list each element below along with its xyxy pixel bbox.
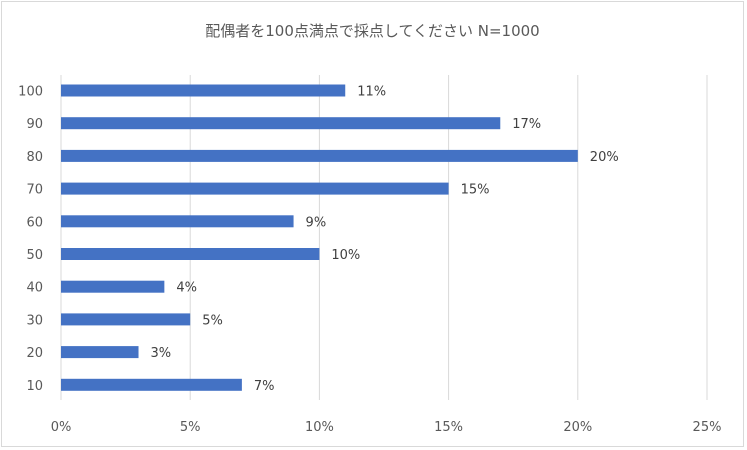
x-tick-label: 10% xyxy=(305,420,334,435)
data-label: 4% xyxy=(176,281,197,296)
bar-60 xyxy=(61,215,294,228)
bar-90 xyxy=(61,117,501,130)
data-label: 15% xyxy=(461,183,490,198)
labels: 0% 5% 10% 15% 20% 25% 100 11% 90 17% 80 20% 70 15% 60 9… xyxy=(18,85,721,436)
category-label: 80 xyxy=(26,150,43,165)
category-label: 100 xyxy=(18,85,43,100)
bar-50 xyxy=(61,248,320,260)
data-label: 3% xyxy=(151,346,172,361)
x-tick-label: 15% xyxy=(434,420,463,435)
category-label: 20 xyxy=(26,346,43,361)
category-label: 60 xyxy=(26,215,43,230)
category-label: 10 xyxy=(26,379,43,394)
x-tick-label: 25% xyxy=(693,420,722,435)
category-label: 70 xyxy=(26,183,43,198)
category-label: 50 xyxy=(26,248,43,263)
x-tick-label: 5% xyxy=(180,420,201,435)
bar-30 xyxy=(61,313,191,326)
data-label: 5% xyxy=(202,313,223,328)
x-tick-label: 20% xyxy=(563,420,592,435)
bar-20 xyxy=(61,346,139,359)
bar-70 xyxy=(61,182,449,195)
bar-10 xyxy=(61,378,242,391)
data-label: 7% xyxy=(254,379,275,394)
x-tick-label: 0% xyxy=(51,420,72,435)
bars xyxy=(61,84,578,391)
category-label: 90 xyxy=(26,117,43,132)
category-label: 30 xyxy=(26,313,43,328)
category-label: 40 xyxy=(26,281,43,296)
data-label: 10% xyxy=(331,248,360,263)
data-label: 20% xyxy=(590,150,619,165)
data-label: 9% xyxy=(306,215,327,230)
data-label: 17% xyxy=(512,117,541,132)
bar-80 xyxy=(61,149,578,162)
data-label: 11% xyxy=(357,85,386,100)
bar-40 xyxy=(61,280,165,293)
bar-100 xyxy=(61,84,346,97)
chart-title: 配偶者を100点満点で採点してください N=1000 xyxy=(205,22,540,40)
